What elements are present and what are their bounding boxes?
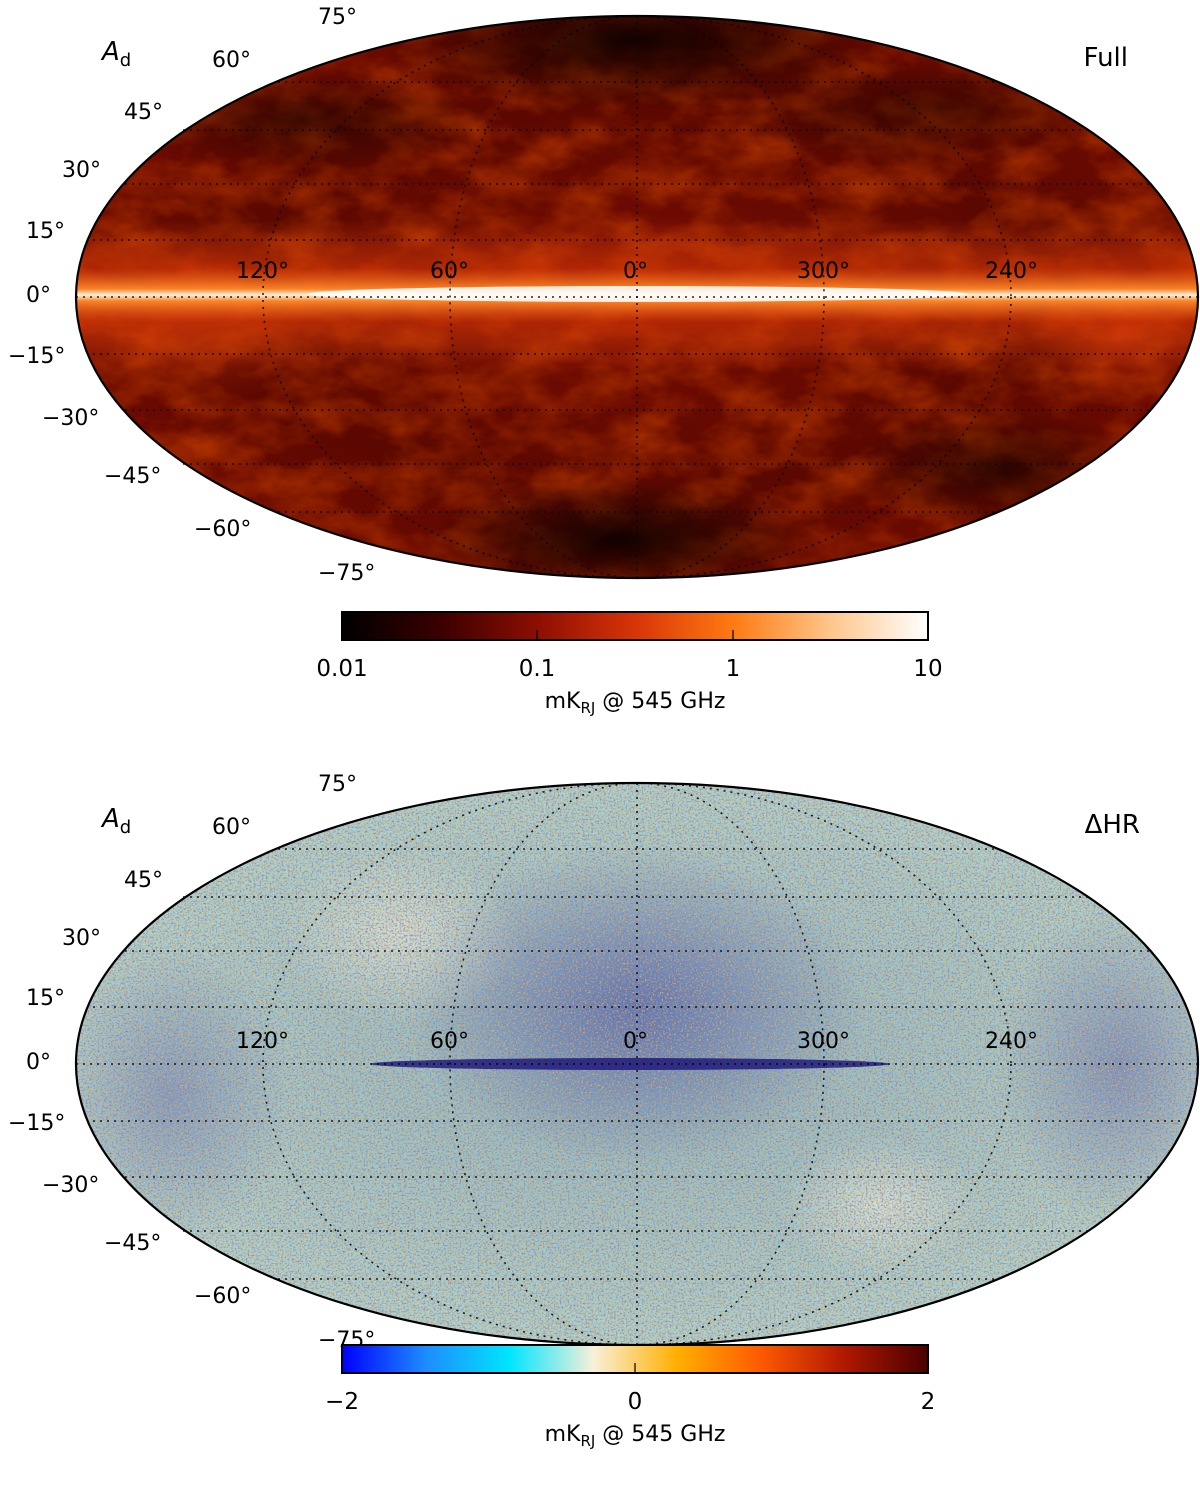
lat-label-60: 60° <box>212 48 251 73</box>
lat-label-45: 45° <box>124 100 163 125</box>
panel-full-map: 75° 60° 45° 30° 15° 0° −15° −30° −45° −6… <box>0 0 1200 730</box>
diff-lon-labels: 120° 60° 0° 300° 240° <box>236 1029 1038 1054</box>
colorbar-tick-label: 0.1 <box>519 656 556 682</box>
full-sky-map <box>76 16 1198 578</box>
full-lon-labels: 120° 60° 0° 300° 240° <box>236 259 1038 284</box>
full-map-border <box>74 14 1200 580</box>
panel-tag: ΔHR <box>1085 810 1140 840</box>
diff-colorbar: −2 0 2 mKRJ @ 545 GHz <box>325 1344 936 1450</box>
colorbar-unit-label: mKRJ @ 545 GHz <box>545 1422 726 1450</box>
lat-label-0: 0° <box>26 1050 51 1075</box>
lon-label-300: 300° <box>797 259 850 284</box>
panel-tag: Full <box>1084 43 1128 73</box>
lon-label-60: 60° <box>430 1029 469 1054</box>
lon-label-240: 240° <box>985 1029 1038 1054</box>
full-graticule <box>76 15 1198 579</box>
lat-label-0: 0° <box>26 283 51 308</box>
colorbar-tick-label: −2 <box>325 1389 359 1415</box>
colorbar-tick-label: 0.01 <box>316 656 367 682</box>
lat-label-15: 15° <box>26 986 65 1011</box>
lat-label-75: 75° <box>318 5 357 30</box>
lon-label-0: 0° <box>623 1029 648 1054</box>
lon-label-120: 120° <box>236 259 289 284</box>
lat-label-m45: −45° <box>104 464 161 489</box>
lat-label-m60: −60° <box>194 517 251 542</box>
lat-label-m15: −15° <box>8 1111 65 1136</box>
lat-label-m15: −15° <box>8 344 65 369</box>
lat-label-15: 15° <box>26 219 65 244</box>
colorbar-tick-label: 2 <box>921 1389 936 1415</box>
diff-map-figure: 75° 60° 45° 30° 15° 0° −15° −30° −45° −6… <box>8 772 1200 1450</box>
full-lat-labels: 75° 60° 45° 30° 15° 0° −15° −30° −45° −6… <box>8 5 375 586</box>
lon-label-120: 120° <box>236 1029 289 1054</box>
full-colorbar: 0.01 0.1 1 10 mKRJ @ 545 GHz <box>316 611 943 717</box>
lon-label-0: 0° <box>623 259 648 284</box>
lat-label-75: 75° <box>318 772 357 797</box>
colorbar-tick-label: 10 <box>913 656 942 682</box>
lat-label-m60: −60° <box>194 1284 251 1309</box>
lat-label-45: 45° <box>124 868 163 893</box>
component-label: Ad <box>100 37 131 71</box>
component-label: Ad <box>100 804 131 838</box>
colorbar-gradient <box>341 611 929 641</box>
colorbar-tick-label: 1 <box>726 656 741 682</box>
lat-label-m45: −45° <box>104 1231 161 1256</box>
lon-label-240: 240° <box>985 259 1038 284</box>
lat-label-30: 30° <box>62 926 101 951</box>
lon-label-60: 60° <box>430 259 469 284</box>
lat-label-m75: −75° <box>318 561 375 586</box>
lat-label-m30: −30° <box>42 1173 99 1198</box>
lat-label-30: 30° <box>62 158 101 183</box>
panel-diff-map: 75° 60° 45° 30° 15° 0° −15° −30° −45° −6… <box>0 765 1200 1491</box>
colorbar-unit-label: mKRJ @ 545 GHz <box>545 689 726 717</box>
lon-label-300: 300° <box>797 1029 850 1054</box>
lat-label-60: 60° <box>212 815 251 840</box>
diff-sky-map <box>76 783 1198 1345</box>
lat-label-m30: −30° <box>42 406 99 431</box>
full-map-figure: 75° 60° 45° 30° 15° 0° −15° −30° −45° −6… <box>8 5 1200 717</box>
colorbar-tick-label: 0 <box>628 1389 643 1415</box>
